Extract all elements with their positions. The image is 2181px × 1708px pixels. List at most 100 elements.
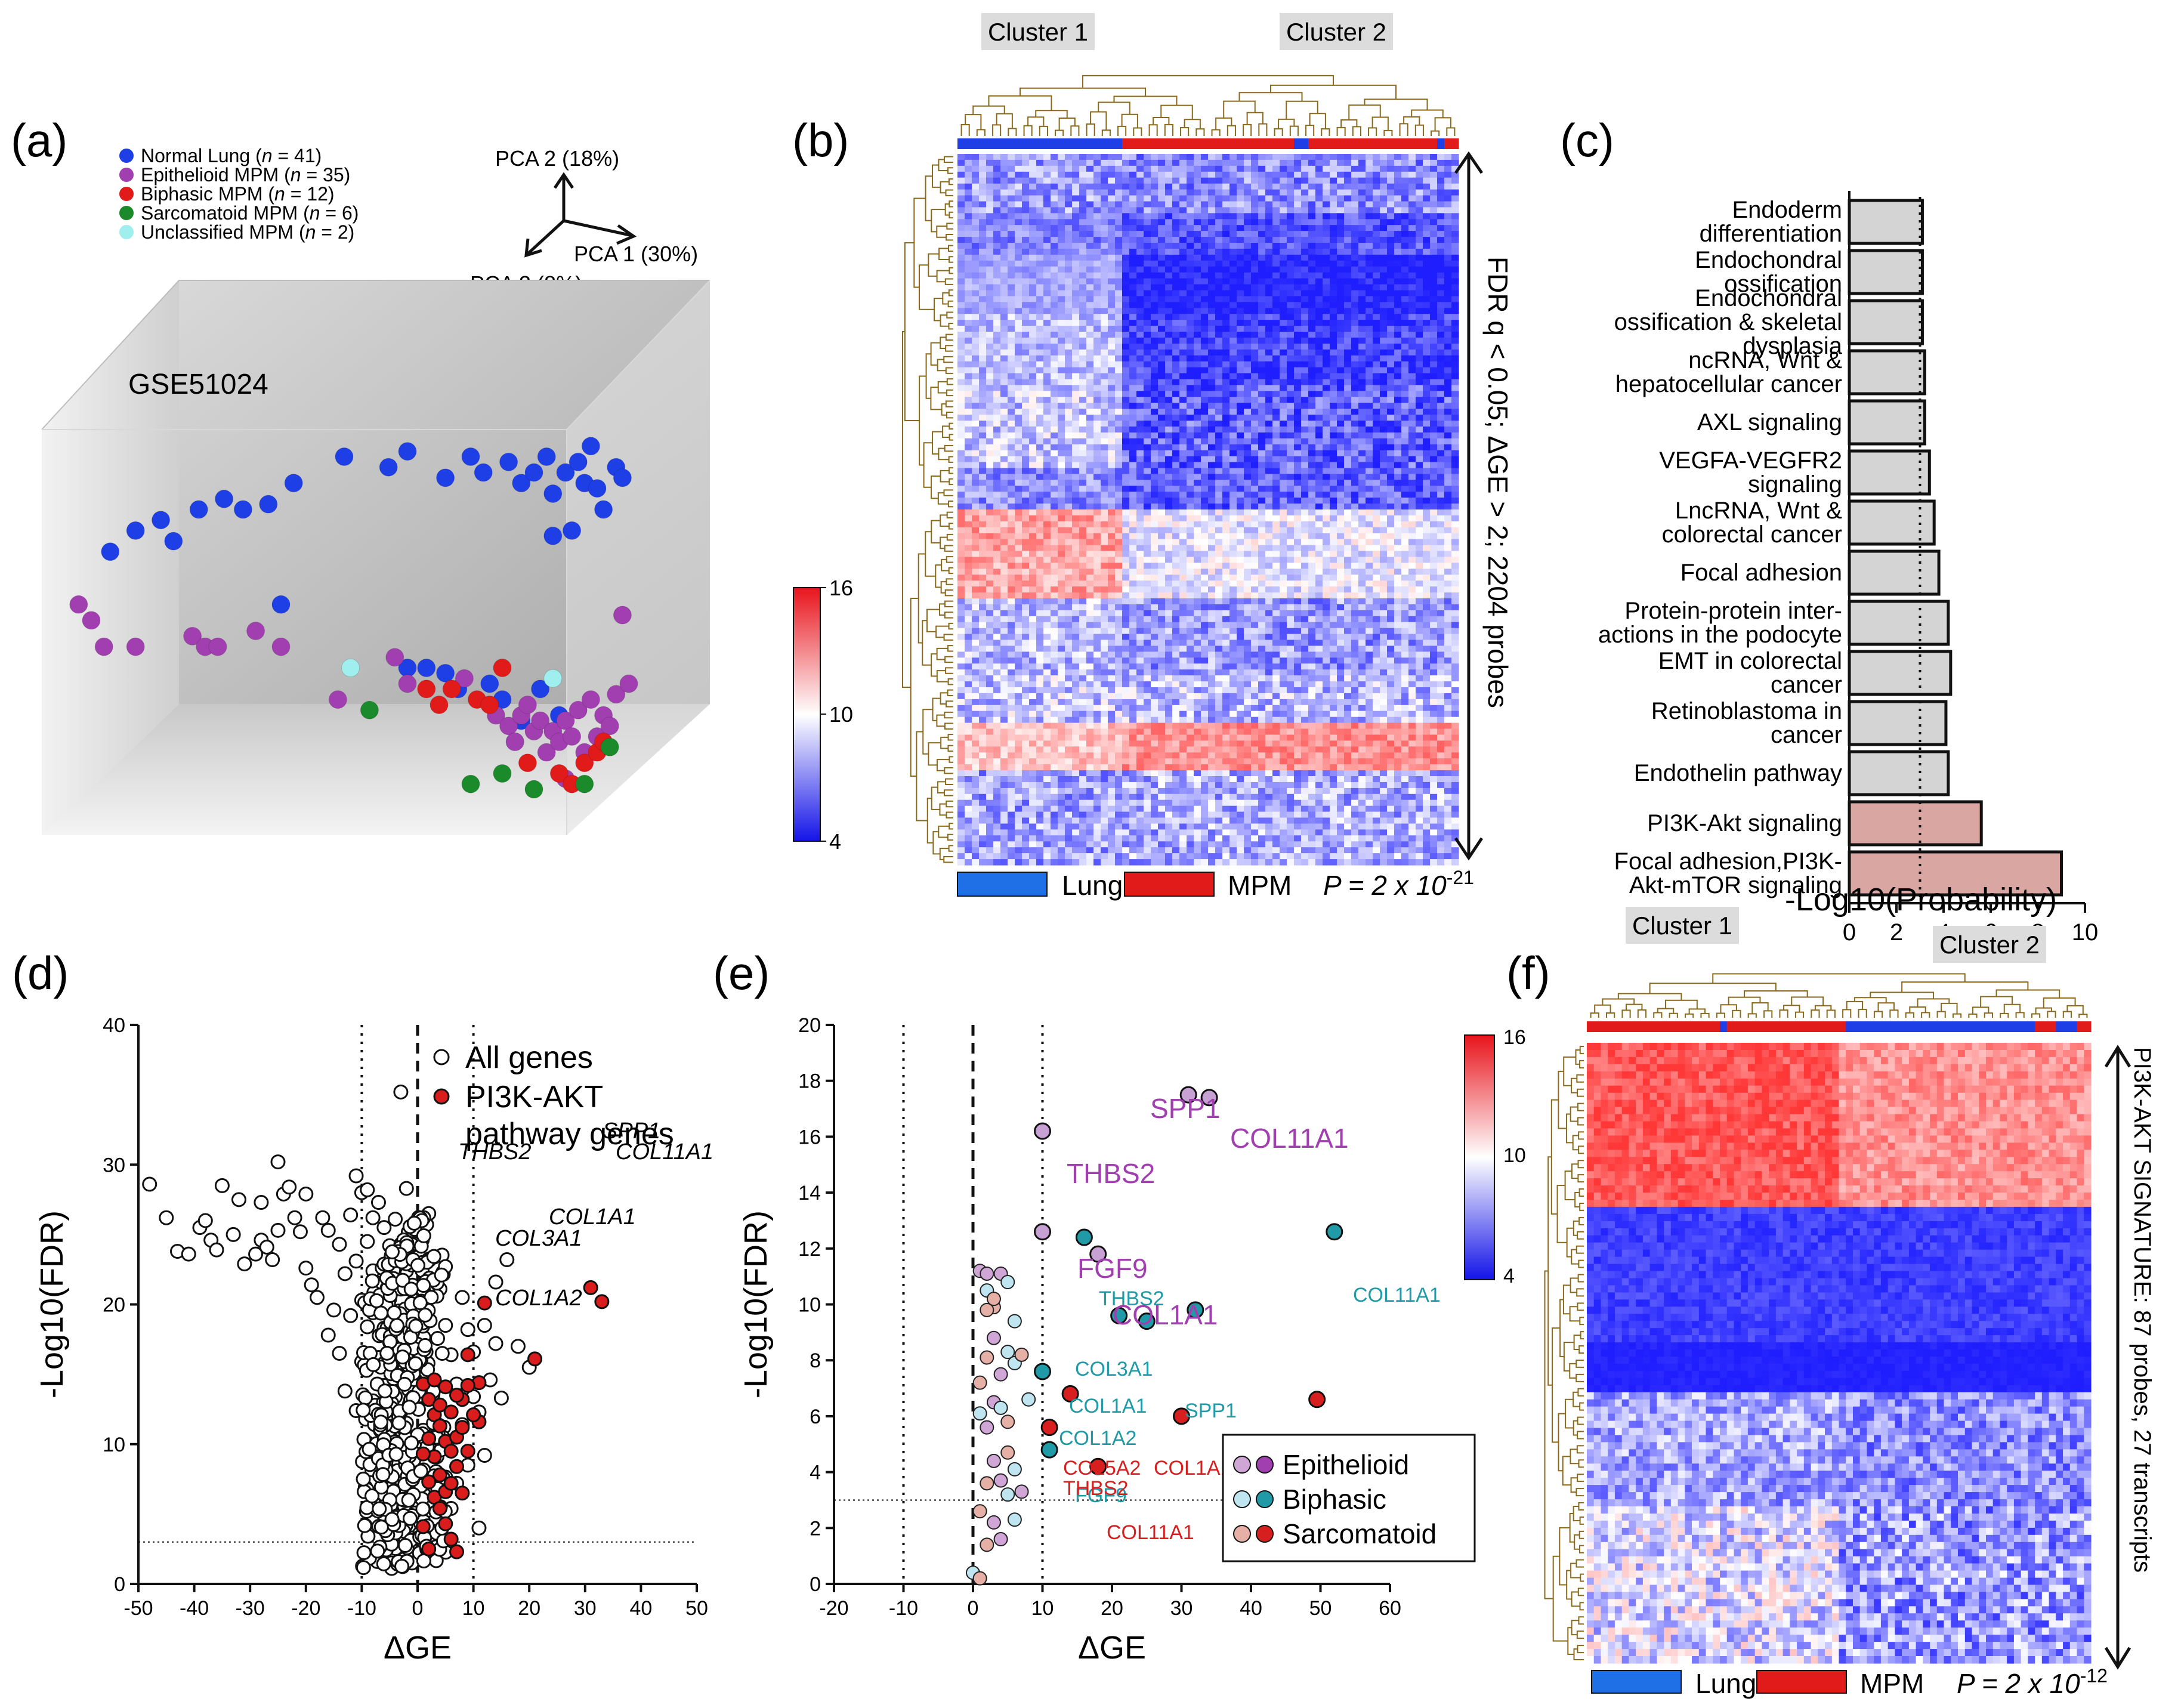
heatmap-cell: [1423, 468, 1431, 474]
heatmap-cell: [1058, 456, 1065, 463]
heatmap-cell: [1394, 438, 1402, 445]
heatmap-cell: [1258, 438, 1266, 445]
heatmap-cell: [1058, 260, 1065, 267]
heatmap-cell: [1108, 154, 1116, 160]
heatmap-cell: [1287, 462, 1295, 468]
heatmap-cell: [1258, 498, 1266, 504]
heatmap-cell: [1101, 498, 1108, 504]
heatmap-cell: [1008, 385, 1015, 391]
heatmap-cell: [1280, 432, 1287, 439]
heatmap-cell: [1423, 219, 1431, 226]
dendrogram-branch: [946, 533, 953, 541]
heatmap-cell: [1079, 337, 1087, 344]
heatmap-cell: [1280, 183, 1287, 190]
heatmap-cell: [1280, 207, 1287, 214]
heatmap-cell: [1394, 468, 1402, 474]
heatmap-cell: [1043, 237, 1051, 243]
heatmap-cell: [1058, 337, 1065, 344]
heatmap-cell: [1187, 154, 1194, 160]
heatmap-cell: [1215, 509, 1223, 516]
heatmap-cell: [1301, 343, 1309, 350]
heatmap-cell: [1129, 237, 1137, 243]
heatmap-cell: [1451, 189, 1459, 196]
heatmap-cell: [1423, 248, 1431, 255]
heatmap-cell: [1129, 504, 1137, 510]
heatmap-cell: [1451, 260, 1459, 267]
heatmap-cell: [1000, 272, 1008, 279]
heatmap-cell: [1172, 243, 1180, 249]
heatmap-cell: [1222, 189, 1230, 196]
heatmap-cell: [1294, 308, 1302, 314]
heatmap-cell: [1043, 171, 1051, 178]
heatmap-cell: [1265, 486, 1273, 492]
heatmap-cell: [1301, 195, 1309, 202]
heatmap-cell: [1315, 260, 1323, 267]
heatmap-cell: [1366, 207, 1373, 214]
heatmap-cell: [1287, 177, 1295, 184]
heatmap-cell: [1251, 326, 1259, 332]
heatmap-cell: [1280, 379, 1287, 385]
heatmap-cell: [1387, 248, 1395, 255]
heatmap-cell: [979, 272, 987, 279]
heatmap-cell: [1043, 409, 1051, 415]
heatmap-cell: [1058, 515, 1065, 522]
heatmap-cell: [1222, 302, 1230, 308]
heatmap-cell: [1380, 349, 1388, 356]
heatmap-cell: [1301, 171, 1309, 178]
heatmap-cell: [1380, 314, 1388, 320]
heatmap-cell: [1323, 391, 1330, 397]
heatmap-cell: [1408, 237, 1416, 243]
heatmap-cell: [1366, 159, 1373, 166]
heatmap-cell: [1129, 248, 1137, 255]
heatmap-cell: [972, 243, 980, 249]
heatmap-cell: [1251, 426, 1259, 433]
heatmap-cell: [1337, 248, 1345, 255]
heatmap-cell: [1115, 213, 1123, 220]
heatmap-cell: [1437, 171, 1445, 178]
heatmap-cell: [1308, 379, 1316, 385]
heatmap-cell: [1000, 421, 1008, 427]
heatmap-cell: [1108, 521, 1116, 528]
heatmap-cell: [1015, 438, 1022, 445]
heatmap-cell: [1065, 486, 1073, 492]
heatmap-cell: [1072, 504, 1080, 510]
heatmap-cell: [993, 183, 1001, 190]
heatmap-cell: [1280, 355, 1287, 362]
heatmap-cell: [1144, 183, 1151, 190]
heatmap-cell: [1122, 349, 1130, 356]
pca-point: [556, 711, 575, 730]
heatmap-cell: [1115, 474, 1123, 480]
heatmap-cell: [1015, 367, 1022, 374]
heatmap-cell: [1101, 397, 1108, 403]
heatmap-cell: [1315, 403, 1323, 409]
heatmap-cell: [1358, 183, 1366, 190]
heatmap-cell: [1430, 213, 1438, 220]
heatmap-cell: [1423, 373, 1431, 379]
heatmap-cell: [986, 409, 994, 415]
heatmap-cell: [1151, 314, 1159, 320]
heatmap-cell: [1000, 444, 1008, 451]
heatmap-cell: [1072, 498, 1080, 504]
heatmap-cell: [1323, 254, 1330, 261]
heatmap-cell: [1366, 450, 1373, 457]
heatmap-cell: [1401, 183, 1409, 190]
heatmap-cell: [1265, 421, 1273, 427]
heatmap-cell: [1043, 391, 1051, 397]
heatmap-cell: [1272, 379, 1280, 385]
heatmap-cell: [1294, 343, 1302, 350]
heatmap-cell: [1401, 284, 1409, 291]
heatmap-cell: [979, 361, 987, 368]
heatmap-cell: [1423, 278, 1431, 285]
heatmap-cell: [1344, 171, 1352, 178]
heatmap-cell: [1158, 337, 1166, 344]
heatmap-cell: [1244, 415, 1252, 421]
heatmap-cell: [1201, 515, 1209, 522]
heatmap-cell: [1387, 183, 1395, 190]
heatmap-cell: [1423, 409, 1431, 415]
heatmap-cell: [957, 302, 965, 308]
heatmap-cell: [1337, 509, 1345, 516]
heatmap-cell: [1423, 438, 1431, 445]
heatmap-cell: [979, 355, 987, 362]
heatmap-cell: [1051, 237, 1058, 243]
heatmap-cell: [1179, 492, 1187, 498]
